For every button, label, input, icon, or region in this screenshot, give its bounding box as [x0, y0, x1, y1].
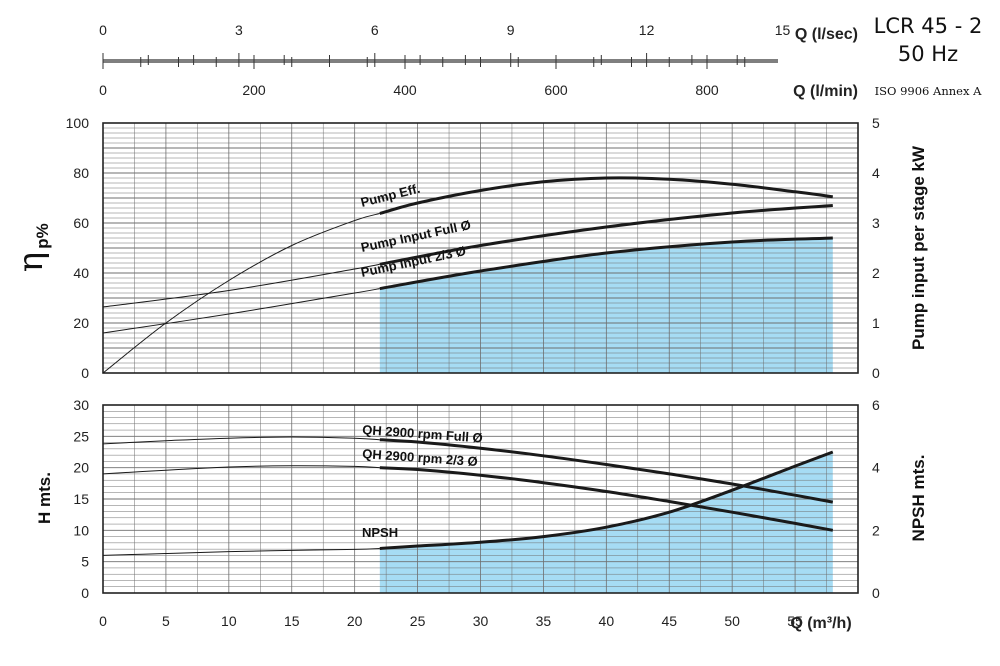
- bottom-y2-tick: 6: [872, 397, 880, 413]
- efficiency-axis-unit: p%: [33, 223, 52, 249]
- top-y2-tick: 4: [872, 165, 880, 181]
- top-y-tick: 40: [73, 265, 89, 281]
- head-axis-label: H mts.: [35, 472, 54, 524]
- bottom-y-tick: 0: [81, 585, 89, 601]
- bottom-curve-1: [379, 466, 834, 532]
- top-y-tick: 60: [73, 215, 89, 231]
- bottom-y-tick: 5: [81, 554, 89, 570]
- top-y-tick: 20: [73, 315, 89, 331]
- ls-axis-tick-label: 12: [639, 22, 655, 38]
- x-tick: 50: [724, 613, 740, 629]
- top-y2-tick: 0: [872, 365, 880, 381]
- top-curve-0-thin: [102, 213, 380, 374]
- lm-axis-label: Q (l/min): [793, 83, 858, 100]
- frequency-label: 50 Hz: [898, 42, 958, 66]
- bottom-y2-tick: 4: [872, 460, 880, 476]
- top-curve-2-thin: [102, 288, 380, 334]
- top-y2-tick: 3: [872, 215, 880, 231]
- bottom-y-tick: 30: [73, 397, 89, 413]
- x-tick: 40: [599, 613, 615, 629]
- ls-axis-tick-label: 3: [235, 22, 243, 38]
- top-curve-1-thin: [102, 263, 380, 308]
- top-curve-0: [379, 176, 834, 215]
- x-tick: 5: [162, 613, 170, 629]
- bottom-curve-1-thin: [102, 465, 380, 475]
- bottom-y-tick: 15: [73, 491, 89, 507]
- top-y-tick: 100: [66, 115, 90, 131]
- bottom-curve-0-thin: [102, 436, 380, 445]
- bottom-shaded-area: [379, 452, 833, 593]
- bottom-plot-frame: [102, 404, 859, 594]
- lm-axis-tick-label: 800: [695, 82, 719, 98]
- standard-label: ISO 9906 Annex A: [875, 84, 982, 98]
- ls-axis-tick-label: 9: [507, 22, 515, 38]
- bottom-curve-2-thin: [102, 548, 380, 556]
- bottom-curve-0: [379, 438, 834, 504]
- lm-axis-tick-label: 600: [544, 82, 568, 98]
- x-tick: 55: [787, 613, 803, 629]
- curves-layer: [102, 176, 834, 556]
- x-tick: 10: [221, 613, 237, 629]
- x-tick: 20: [347, 613, 363, 629]
- label-qh-23: QH 2900 rpm 2/3 Ø: [362, 446, 478, 469]
- top-y-tick: 0: [81, 365, 89, 381]
- bottom-y-tick: 25: [73, 428, 89, 444]
- x-tick: 35: [536, 613, 552, 629]
- top-y2-tick: 2: [872, 265, 880, 281]
- grid-layer: [102, 122, 859, 594]
- efficiency-axis-symbol: η: [11, 252, 51, 272]
- bottom-y-tick: 10: [73, 522, 89, 538]
- npsh-axis-label: NPSH mts.: [909, 455, 928, 542]
- bottom-curve-2: [379, 450, 834, 550]
- ls-axis-label: Q (l/sec): [795, 26, 858, 43]
- top-y2-tick: 5: [872, 115, 880, 131]
- x-tick: 15: [284, 613, 300, 629]
- plot-frames: [102, 122, 859, 594]
- lm-axis-tick-label: 400: [393, 82, 417, 98]
- x-tick: 30: [473, 613, 489, 629]
- x-tick: 45: [661, 613, 677, 629]
- flow-m3h-axis-label: Q (m³/h): [790, 615, 851, 632]
- x-tick: 0: [99, 613, 107, 629]
- power-axis-label: Pump input per stage kW: [909, 145, 928, 350]
- model-title: LCR 45 - 2: [874, 14, 983, 38]
- top-curve-1: [379, 204, 833, 266]
- top-y-tick: 80: [73, 165, 89, 181]
- top-plot-frame: [102, 122, 859, 374]
- top-curve-2: [379, 236, 833, 291]
- x-tick: 25: [410, 613, 426, 629]
- ls-axis-tick-label: 0: [99, 22, 107, 38]
- bottom-y-tick: 20: [73, 460, 89, 476]
- bottom-y2-tick: 2: [872, 522, 880, 538]
- label-npsh: NPSH: [362, 525, 398, 540]
- ls-axis-tick-label: 6: [371, 22, 379, 38]
- bottom-y2-tick: 0: [872, 585, 880, 601]
- lm-axis-tick-label: 200: [242, 82, 266, 98]
- lm-axis-tick-label: 0: [99, 82, 107, 98]
- top-y2-tick: 1: [872, 315, 880, 331]
- ls-axis-tick-label: 15: [775, 22, 791, 38]
- flow-unit-axes: 0 3 6 9 12 15 0 200 400 600 800: [99, 22, 790, 98]
